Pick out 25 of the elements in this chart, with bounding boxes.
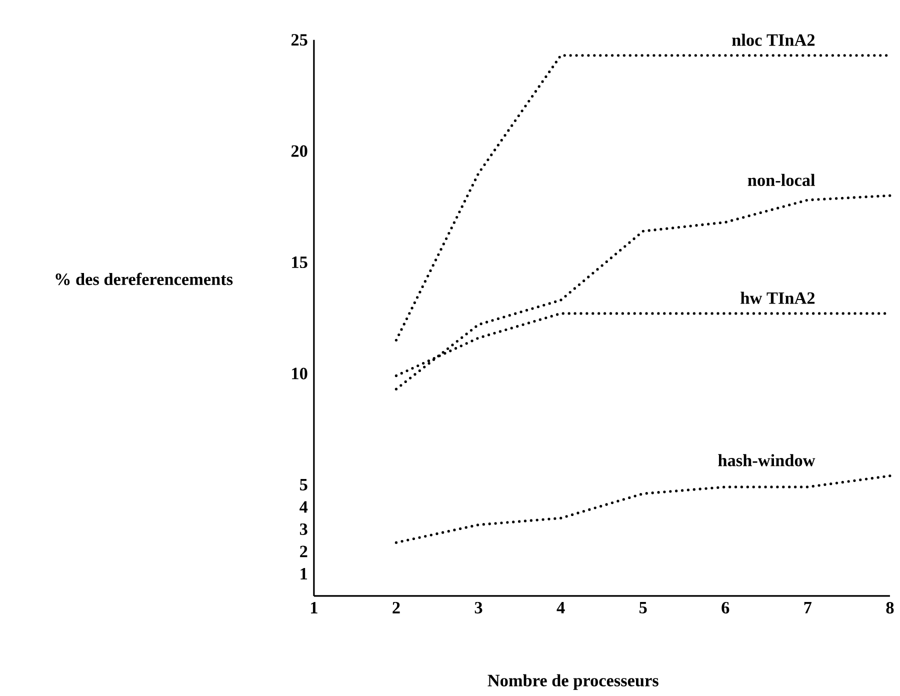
y-tick-label: 15 <box>292 256 308 268</box>
x-tick-label: 3 <box>474 602 482 614</box>
x-axis-title: Nombre de processeurs <box>488 674 658 690</box>
x-tick-label: 1 <box>311 602 318 614</box>
x-tick-label: 5 <box>639 602 647 614</box>
x-tick-label: 6 <box>722 602 730 614</box>
y-axis-title: % des dereferencements <box>56 273 233 286</box>
y-tick-label: 25 <box>291 34 308 46</box>
x-tick-label: 4 <box>556 602 565 614</box>
y-tick-label: 1 <box>300 568 308 580</box>
line-series <box>394 194 892 391</box>
series-label: hw TInA2 <box>740 292 815 304</box>
y-tick-label: 10 <box>292 368 308 380</box>
series-label: nloc TInA2 <box>732 34 815 46</box>
y-tick-label: 5 <box>300 479 308 491</box>
y-tick-label: 4 <box>300 502 308 513</box>
y-tick-label: 2 <box>300 546 308 558</box>
x-tick-label: 8 <box>886 602 894 614</box>
series-label: non-local <box>748 174 815 186</box>
y-tick-label: 3 <box>300 524 308 536</box>
series-label: hash-window <box>718 454 816 466</box>
line-series <box>394 474 892 544</box>
x-tick-label: 7 <box>804 602 812 614</box>
y-tick-label: 20 <box>291 145 308 158</box>
x-tick-label: 2 <box>392 602 400 614</box>
